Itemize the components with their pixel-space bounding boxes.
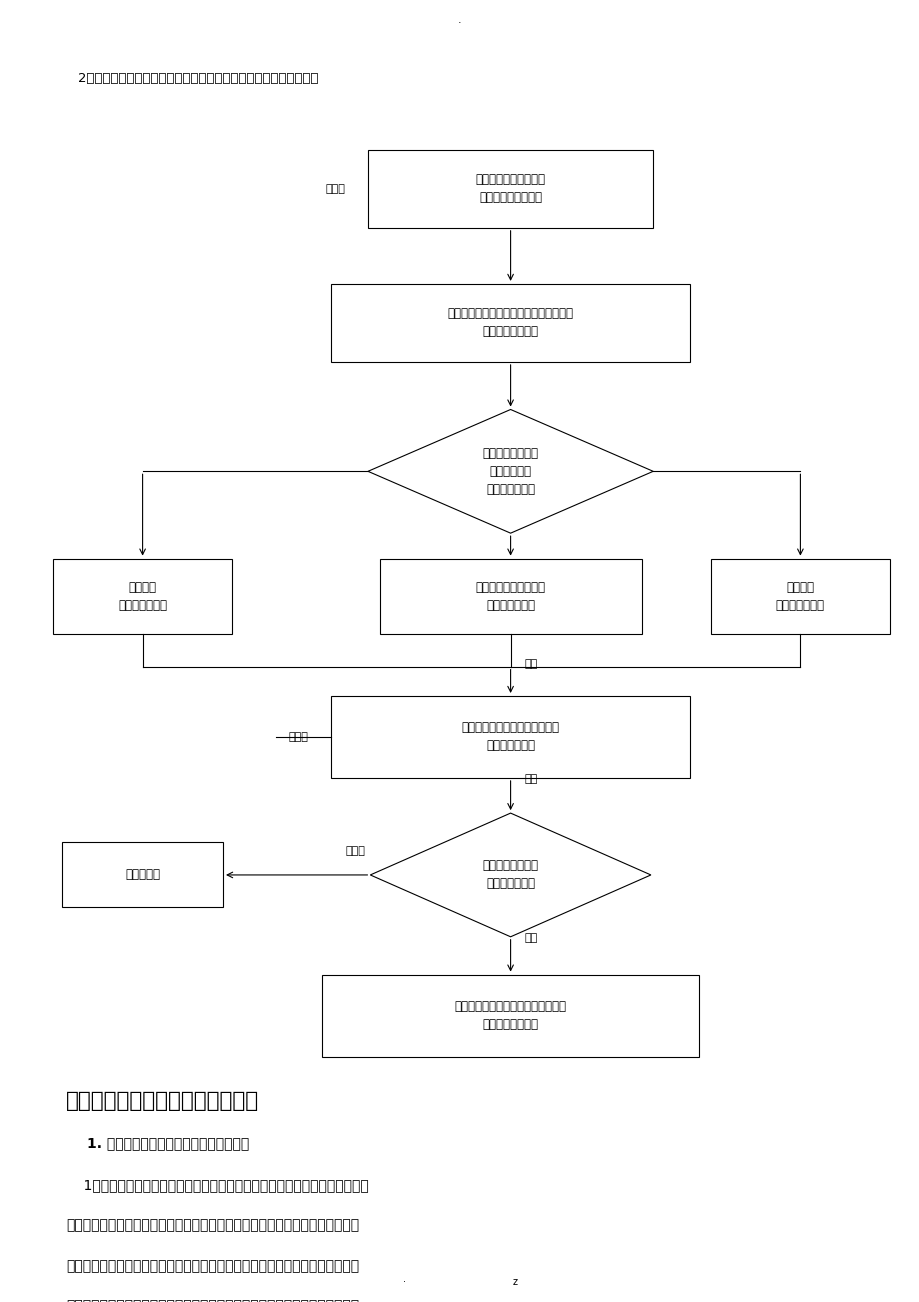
Text: 五、监理工作的控制要点及标准値: 五、监理工作的控制要点及标准値 <box>66 1091 259 1111</box>
Text: 不合格: 不合格 <box>324 184 345 194</box>
Text: ·: · <box>403 1277 406 1288</box>
Text: 1）审核本工程设计图及有关设计文件，并就上述所发现的设计错漏及有违现: 1）审核本工程设计图及有关设计文件，并就上述所发现的设计错漏及有违现 <box>66 1178 369 1193</box>
Text: 不合格: 不合格 <box>288 732 308 742</box>
Text: 检验批、分项工程
检查结果审核
（监理工程师）: 检验批、分项工程 检查结果审核 （监理工程师） <box>482 447 538 496</box>
Text: 2、检验批、分项工程、分部（子分部）工程质量验收监理工作流程: 2、检验批、分项工程、分部（子分部）工程质量验收监理工作流程 <box>78 72 318 85</box>
Text: 合格: 合格 <box>524 775 537 784</box>
Text: 签署检验批、分项工程验收记录
（监理工程师）: 签署检验批、分项工程验收记录 （监理工程师） <box>461 721 559 753</box>
Text: z: z <box>512 1277 517 1288</box>
Bar <box>322 974 698 1057</box>
Polygon shape <box>370 812 651 937</box>
Polygon shape <box>368 409 652 534</box>
Bar <box>53 559 232 634</box>
Bar <box>331 284 689 362</box>
Text: ·: · <box>458 18 461 29</box>
Text: 1. 施工前期监理工作的控制要点及目标値: 1. 施工前期监理工作的控制要点及目标値 <box>87 1137 249 1151</box>
Bar <box>331 695 689 777</box>
Text: 鉴署分部（子分部）工程质量验收单
（总监理工程师）: 鉴署分部（子分部）工程质量验收单 （总监理工程师） <box>454 1000 566 1031</box>
Text: 系统优化等问题，通过图纸会审、设计交底或其他形式向业主、设计等有关方提: 系统优化等问题，通过图纸会审、设计交底或其他形式向业主、设计等有关方提 <box>66 1259 359 1273</box>
Bar <box>62 842 223 907</box>
Text: 合格: 合格 <box>524 934 537 943</box>
Text: 不合格: 不合格 <box>346 846 366 857</box>
Text: 行国家标准之处、设计不确定及其设计深度、系统设计与建筑功能的不一致性、: 行国家标准之处、设计不确定及其设计深度、系统设计与建筑功能的不一致性、 <box>66 1219 359 1233</box>
Text: 分部（子分部）工
程检查结果审核: 分部（子分部）工 程检查结果审核 <box>482 859 538 891</box>
Text: 检验批、分项工程工程
完工自检合格承包方: 检验批、分项工程工程 完工自检合格承包方 <box>475 173 545 204</box>
Text: 填报检验批、分项工程、分部（子分部）
工程报验单承包方: 填报检验批、分项工程、分部（子分部） 工程报验单承包方 <box>448 307 573 339</box>
Text: 出。通过共同努力以求得一个符合现行国家标准、满足建筑功能要求，现场施工: 出。通过共同努力以求得一个符合现行国家标准、满足建筑功能要求，现场施工 <box>66 1299 359 1302</box>
Bar <box>380 559 641 634</box>
Text: 资料审查
专业监理工程师: 资料审查 专业监理工程师 <box>775 581 824 612</box>
Bar <box>368 150 652 228</box>
Text: 现场检查
专业监理工程师: 现场检查 专业监理工程师 <box>118 581 167 612</box>
Bar <box>710 559 890 634</box>
Text: 承包方整改: 承包方整改 <box>125 868 160 881</box>
Text: 合格: 合格 <box>524 659 537 669</box>
Text: 平行检测（旁站测试）
专业监理工程师: 平行检测（旁站测试） 专业监理工程师 <box>475 581 545 612</box>
